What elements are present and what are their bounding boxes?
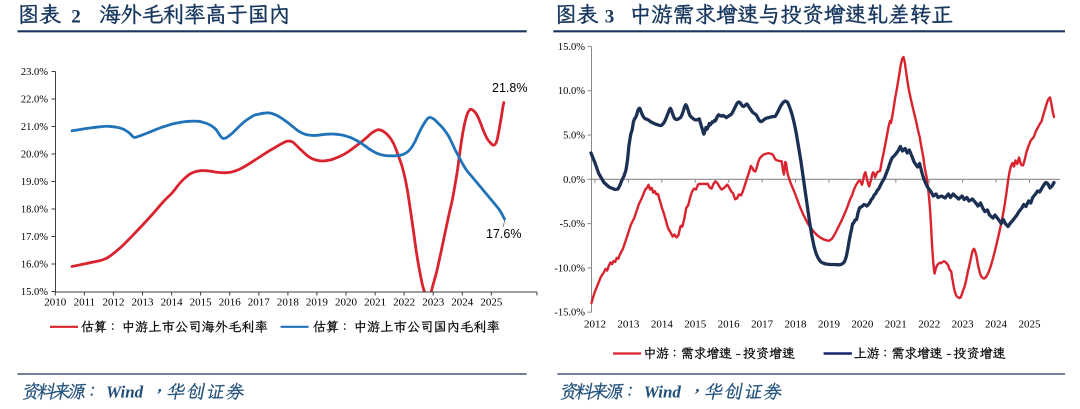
svg-text:Wind: Wind	[106, 383, 144, 402]
svg-text:2014: 2014	[161, 297, 184, 309]
svg-text:3: 3	[605, 7, 615, 28]
svg-text:10.0%: 10.0%	[558, 86, 585, 97]
svg-text:2023: 2023	[952, 319, 975, 331]
svg-text:17.0%: 17.0%	[21, 232, 48, 243]
svg-text:2018: 2018	[785, 319, 808, 331]
svg-text:2016: 2016	[718, 319, 741, 331]
svg-text:16.0%: 16.0%	[21, 260, 48, 271]
svg-text:2025: 2025	[480, 297, 503, 309]
svg-text:20.0%: 20.0%	[21, 150, 48, 161]
svg-text:2014: 2014	[651, 319, 674, 331]
svg-text:21.8%: 21.8%	[492, 81, 527, 95]
svg-text:2017: 2017	[751, 319, 774, 331]
svg-text:2022: 2022	[918, 319, 940, 331]
svg-text:2012: 2012	[584, 319, 606, 331]
svg-text:-15.0%: -15.0%	[554, 308, 585, 319]
svg-text:2012: 2012	[102, 297, 124, 309]
svg-text:22.0%: 22.0%	[21, 95, 48, 106]
svg-text:Wind: Wind	[644, 383, 682, 402]
svg-text:2011: 2011	[74, 297, 96, 309]
svg-text:2021: 2021	[885, 319, 907, 331]
svg-text:2019: 2019	[306, 297, 329, 309]
svg-text:2015: 2015	[190, 297, 213, 309]
svg-text:2020: 2020	[851, 319, 874, 331]
svg-text:17.6%: 17.6%	[486, 227, 521, 241]
svg-text:2022: 2022	[393, 297, 415, 309]
svg-text:2024: 2024	[451, 297, 474, 309]
svg-text:2016: 2016	[219, 297, 242, 309]
svg-text:19.0%: 19.0%	[21, 177, 48, 188]
svg-text:2021: 2021	[364, 297, 386, 309]
svg-text:2018: 2018	[277, 297, 300, 309]
svg-text:2: 2	[71, 7, 81, 28]
svg-text:21.0%: 21.0%	[21, 122, 48, 133]
svg-text:2020: 2020	[335, 297, 358, 309]
svg-text:2013: 2013	[132, 297, 155, 309]
svg-text:2025: 2025	[1018, 319, 1041, 331]
svg-text:5.0%: 5.0%	[563, 131, 585, 142]
svg-text:15.0%: 15.0%	[21, 287, 48, 298]
svg-text:-5.0%: -5.0%	[560, 219, 586, 230]
svg-text:0.0%: 0.0%	[563, 175, 585, 186]
svg-text:-10.0%: -10.0%	[554, 263, 585, 274]
svg-text:2024: 2024	[985, 319, 1008, 331]
svg-text:2019: 2019	[818, 319, 841, 331]
svg-text:23.0%: 23.0%	[21, 67, 48, 78]
svg-text:2015: 2015	[684, 319, 707, 331]
svg-text:2017: 2017	[248, 297, 271, 309]
svg-text:18.0%: 18.0%	[21, 205, 48, 216]
svg-text:2010: 2010	[44, 297, 67, 309]
svg-text:2013: 2013	[617, 319, 640, 331]
svg-text:2023: 2023	[422, 297, 445, 309]
svg-text:15.0%: 15.0%	[558, 42, 585, 53]
